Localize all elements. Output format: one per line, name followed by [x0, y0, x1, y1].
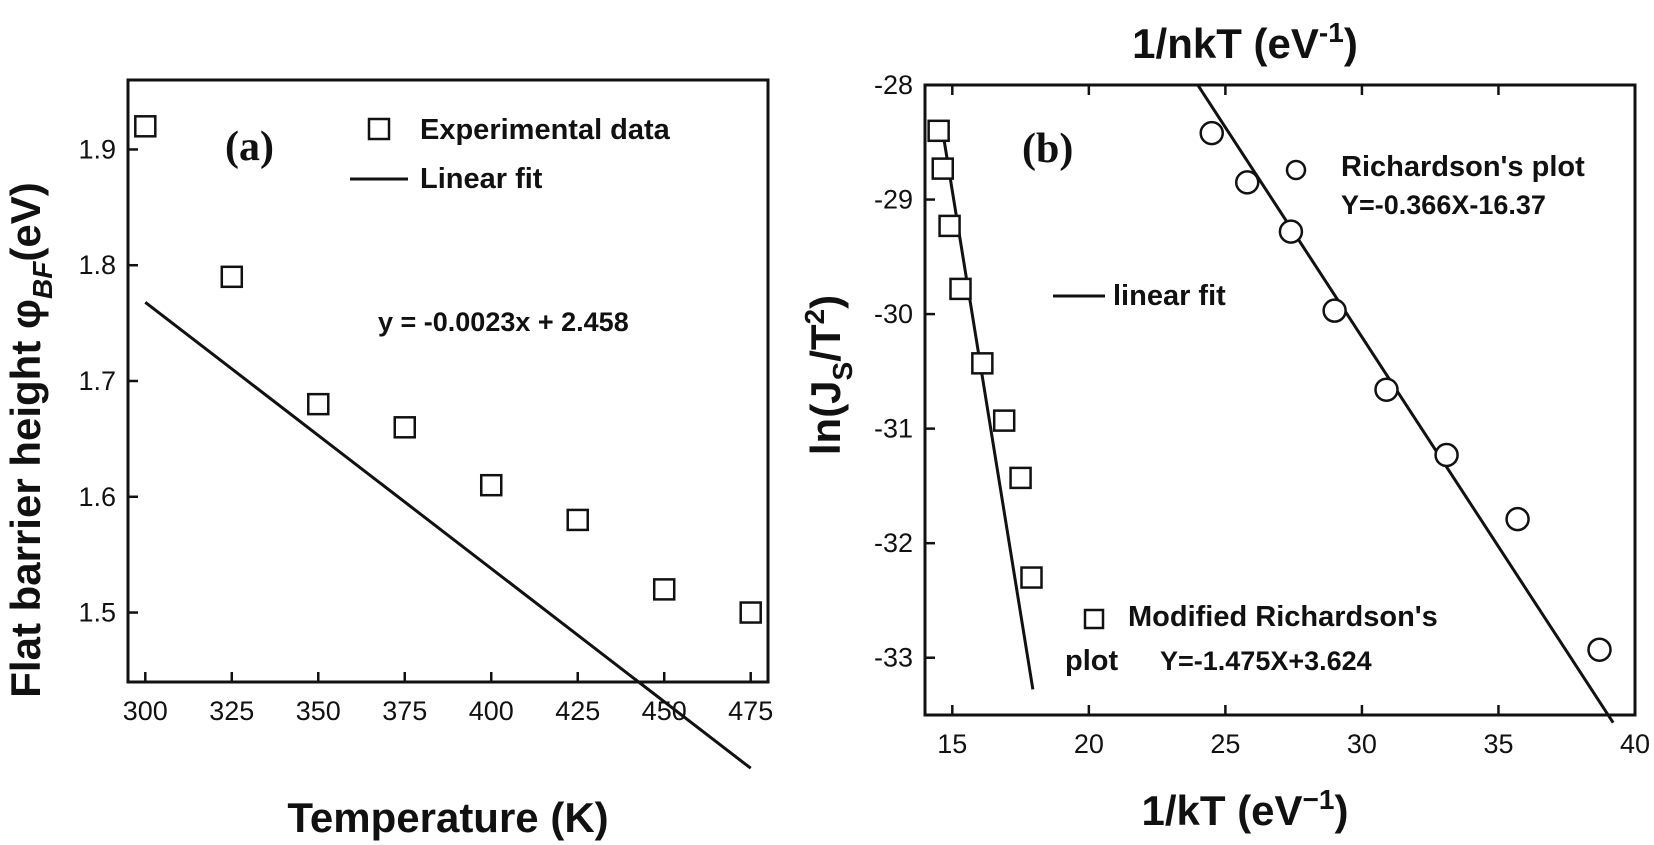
panel-a: 300 325 350 375 400 425 450 475 1.5 1.6 1.7 1.8 1.9…: [2, 78, 773, 841]
y-tick-labels-b: -28 -29 -30 -31 -32 -33: [874, 70, 913, 673]
data-point-square: [479, 473, 503, 497]
data-point-square: [971, 352, 994, 375]
top-axis-title-b-sup: -1: [1319, 17, 1344, 48]
data-point-square: [938, 214, 961, 238]
legend-label-modified-line2: plot: [1065, 645, 1118, 677]
top-axis-title-b-close: ): [1344, 20, 1358, 67]
data-point-square: [1020, 566, 1043, 589]
plot-frame-b: [923, 83, 1637, 717]
top-axis-title-b-main: 1/nkT (eV: [1132, 20, 1319, 67]
x-tick-label: 450: [642, 696, 687, 726]
x-axis-title-b-close: ): [1335, 787, 1349, 834]
x-tick-label: 40: [1620, 729, 1650, 759]
y-axis-title-a-main: Flat barrier height φ: [2, 299, 49, 698]
y-tick-label: -30: [874, 299, 913, 329]
data-point-square: [927, 119, 950, 143]
x-axis-title-b-sup: −1: [1303, 784, 1335, 815]
y-axis-title-b-mid: /T: [802, 324, 849, 362]
panel-label-a: (a): [225, 124, 274, 170]
x-axis-title-b-main: 1/kT (eV: [1141, 787, 1302, 834]
data-point-square: [992, 409, 1016, 432]
tick-marks-a: [128, 148, 752, 682]
x-axis-title-b: 1/kT (eV−1): [1141, 784, 1348, 834]
x-tick-labels-a: 300 325 350 375 400 425 450 475: [123, 696, 773, 726]
legend-marker-modified: [1083, 608, 1105, 630]
legend-marker-experimental: [367, 117, 391, 141]
y-tick-label: -29: [874, 185, 913, 215]
data-point-square: [220, 265, 244, 289]
x-tick-label: 350: [296, 696, 341, 726]
y-axis-title-b-sub: S: [827, 362, 858, 381]
y-tick-label: 1.5: [78, 598, 116, 628]
y-tick-labels-a: 1.5 1.6 1.7 1.8 1.9: [78, 134, 116, 627]
legend-label-linear-fit-b: linear fit: [1113, 280, 1226, 312]
panel-b: 15 20 25 30 35 40 -28 -29 -30 -31 -32 -33 (b) Rich…: [799, 17, 1650, 834]
legend-marker-richardson: [1285, 159, 1307, 181]
data-point-square: [1009, 466, 1032, 490]
legend-label-experimental: Experimental data: [420, 114, 671, 146]
data-point-circle: [1587, 637, 1612, 662]
x-tick-label: 15: [937, 729, 967, 759]
y-tick-label: -33: [874, 643, 913, 673]
y-axis-title-b: ln(JS/T2): [799, 295, 858, 455]
data-point-circle: [1434, 442, 1459, 468]
data-points-a: [134, 115, 762, 624]
x-tick-label: 400: [469, 696, 514, 726]
data-point-circle: [1234, 170, 1260, 195]
data-point-square: [134, 115, 157, 138]
data-point-circle: [1322, 298, 1347, 323]
fit-line: [1196, 84, 1615, 724]
y-tick-label: -31: [874, 414, 913, 444]
legend-label-modified-line1: Modified Richardson's: [1128, 601, 1438, 633]
data-point-circle: [1374, 377, 1399, 402]
x-tick-label: 300: [123, 696, 168, 726]
data-point-circle: [1199, 120, 1224, 146]
data-point-square: [652, 578, 676, 601]
data-point-square: [307, 392, 330, 416]
x-tick-label: 35: [1483, 729, 1513, 759]
panel-label-b: (b): [1022, 126, 1073, 172]
x-tick-label: 375: [382, 696, 427, 726]
y-tick-label: 1.6: [78, 482, 116, 512]
data-point-circle: [1505, 506, 1530, 532]
fit-line: [144, 301, 752, 770]
y-tick-label: 1.8: [78, 250, 116, 280]
y-axis-title-b-sup: 2: [799, 309, 830, 325]
x-tick-label: 425: [555, 696, 600, 726]
fit-line: [939, 123, 1035, 690]
y-tick-label: 1.9: [78, 134, 116, 164]
x-tick-label: 20: [1074, 729, 1104, 759]
data-point-square: [566, 508, 589, 532]
y-axis-title-a: Flat barrier height φBF(eV): [2, 182, 58, 697]
top-axis-title-b: 1/nkT (eV-1): [1132, 17, 1358, 67]
y-tick-label: -32: [874, 528, 913, 558]
data-point-circle: [1278, 219, 1304, 244]
y-axis-title-b-close: ): [802, 295, 849, 309]
x-tick-label: 475: [728, 696, 773, 726]
data-point-square: [931, 157, 954, 180]
data-point-square: [949, 277, 972, 301]
y-axis-title-a-unit: (eV): [2, 182, 49, 261]
y-axis-title-a-sub: BF: [27, 261, 58, 299]
fit-lines-a: [144, 301, 752, 770]
data-point-square: [739, 601, 762, 624]
y-axis-title-b-main: ln(J: [802, 380, 849, 455]
y-tick-label: 1.7: [78, 366, 116, 396]
fit-equation-richardson: Y=-0.366X-16.37: [1341, 190, 1546, 220]
x-tick-labels-b: 15 20 25 30 35 40: [937, 729, 1650, 759]
y-tick-label: -28: [874, 70, 913, 100]
fit-equation-a: y = -0.0023x + 2.458: [378, 307, 629, 337]
legend-label-linear-fit: Linear fit: [420, 163, 543, 195]
x-tick-label: 30: [1347, 729, 1377, 759]
x-tick-label: 325: [209, 696, 254, 726]
data-point-square: [393, 416, 417, 439]
x-axis-title-a: Temperature (K): [287, 794, 608, 841]
x-tick-label: 25: [1210, 729, 1240, 759]
legend-label-richardson: Richardson's plot: [1341, 151, 1585, 183]
tick-marks-b: [925, 83, 1637, 715]
data-points-b: [927, 119, 1612, 662]
fit-equation-modified: Y=-1.475X+3.624: [1160, 646, 1372, 676]
